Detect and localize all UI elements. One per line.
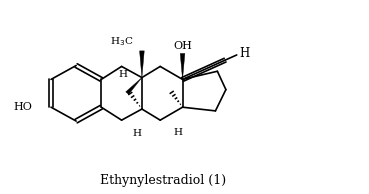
Text: HO: HO [14,102,32,112]
Text: H: H [118,70,127,80]
Text: H: H [239,47,250,60]
Text: OH: OH [173,41,192,50]
Polygon shape [139,51,144,78]
Polygon shape [126,78,142,94]
Text: H: H [173,128,182,137]
Polygon shape [180,54,185,79]
Text: Ethynylestradiol (1): Ethynylestradiol (1) [100,174,226,187]
Text: H$_3$C: H$_3$C [110,35,134,48]
Text: H: H [133,129,142,138]
